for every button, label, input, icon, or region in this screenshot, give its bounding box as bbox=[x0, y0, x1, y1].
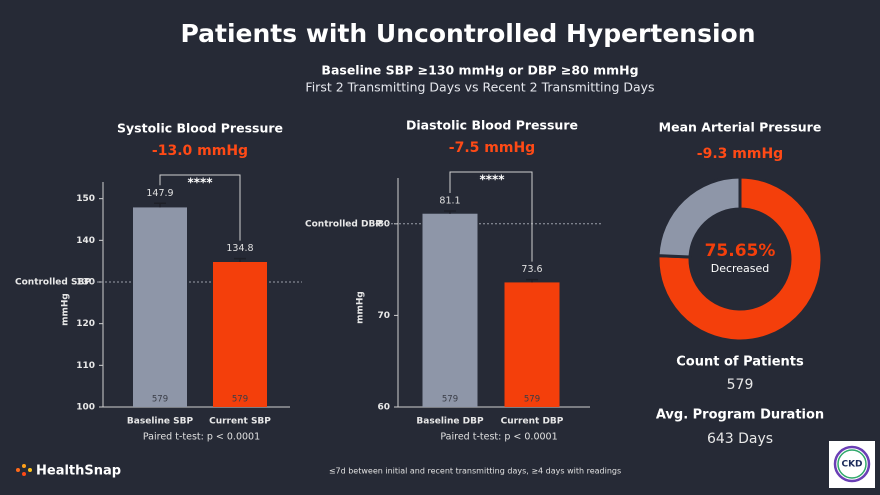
x-tick-label: Baseline SBP bbox=[127, 417, 194, 427]
error-bar bbox=[154, 202, 166, 208]
count-label: 579 bbox=[232, 395, 248, 405]
y-tick-label: 150 bbox=[76, 194, 95, 204]
stat-label: Count of Patients bbox=[676, 355, 804, 370]
y-tick-label: 120 bbox=[76, 319, 95, 329]
value-label: 81.1 bbox=[439, 195, 460, 206]
change-label: -13.0 mmHg bbox=[152, 143, 248, 159]
footnote: ≤7d between initial and recent transmitt… bbox=[329, 467, 621, 476]
subtitle: First 2 Transmitting Days vs Recent 2 Tr… bbox=[305, 80, 654, 95]
note: Paired t-test: p < 0.0001 bbox=[143, 432, 260, 443]
bar bbox=[213, 262, 267, 407]
significance: **** bbox=[187, 176, 213, 190]
logo-ring bbox=[833, 445, 871, 483]
chart-title: Diastolic Blood Pressure bbox=[406, 118, 578, 133]
y-tick-label: 140 bbox=[76, 236, 95, 246]
logo-dot bbox=[28, 468, 32, 472]
stat-label: Avg. Program Duration bbox=[656, 408, 824, 423]
note: Paired t-test: p < 0.0001 bbox=[440, 432, 557, 443]
y-tick-label: 110 bbox=[76, 361, 95, 371]
reference-label: Controlled SBP bbox=[15, 278, 91, 288]
significance-bracket bbox=[449, 171, 533, 262]
axis-label: mmHg bbox=[61, 293, 71, 326]
count-label: 579 bbox=[152, 395, 168, 405]
x-tick-label: Current DBP bbox=[501, 417, 564, 427]
logo-ring bbox=[837, 449, 867, 479]
reference-label: Controlled DBP bbox=[305, 219, 382, 229]
count-label: 579 bbox=[442, 395, 458, 405]
error-bar bbox=[234, 257, 246, 262]
x-tick-label: Current SBP bbox=[209, 417, 271, 427]
error-bar bbox=[526, 278, 538, 283]
donut-slice bbox=[656, 175, 742, 259]
stat-value: 643 Days bbox=[707, 431, 773, 447]
error-bar bbox=[444, 210, 456, 214]
value-label: 73.6 bbox=[521, 264, 542, 275]
value-label: 134.8 bbox=[226, 243, 253, 254]
y-tick-label: 70 bbox=[377, 311, 390, 321]
y-tick-label: 60 bbox=[377, 403, 390, 413]
chart-title: Mean Arterial Pressure bbox=[659, 120, 822, 135]
center-label: Decreased bbox=[711, 262, 770, 275]
donut-slice bbox=[656, 175, 824, 343]
ckd-logo: CKD bbox=[829, 441, 875, 488]
brand-logo: HealthSnap bbox=[16, 464, 121, 479]
significance-bracket bbox=[159, 174, 241, 241]
count-label: 579 bbox=[524, 395, 540, 405]
value-label: 147.9 bbox=[146, 188, 173, 199]
logo-dot bbox=[22, 472, 26, 476]
x-tick-label: Baseline DBP bbox=[416, 417, 484, 427]
subtitle: Baseline SBP ≥130 mmHg or DBP ≥80 mmHg bbox=[321, 63, 638, 78]
title: Patients with Uncontrolled Hypertension bbox=[180, 19, 755, 48]
bar bbox=[422, 213, 478, 407]
bar bbox=[504, 282, 560, 407]
stat-value: 579 bbox=[727, 377, 754, 393]
bar bbox=[133, 207, 187, 407]
center-value: 75.65% bbox=[705, 241, 776, 261]
y-tick-label: 100 bbox=[76, 403, 95, 413]
logo-text: CKD bbox=[841, 460, 862, 470]
axis-label: mmHg bbox=[356, 291, 366, 324]
chart-title: Systolic Blood Pressure bbox=[117, 121, 283, 136]
change-label: -9.3 mmHg bbox=[697, 146, 783, 162]
logo-dot bbox=[22, 464, 26, 468]
logo-dot bbox=[16, 468, 20, 472]
change-label: -7.5 mmHg bbox=[449, 140, 535, 156]
significance: **** bbox=[479, 173, 505, 187]
brand: HealthSnap bbox=[36, 464, 121, 479]
